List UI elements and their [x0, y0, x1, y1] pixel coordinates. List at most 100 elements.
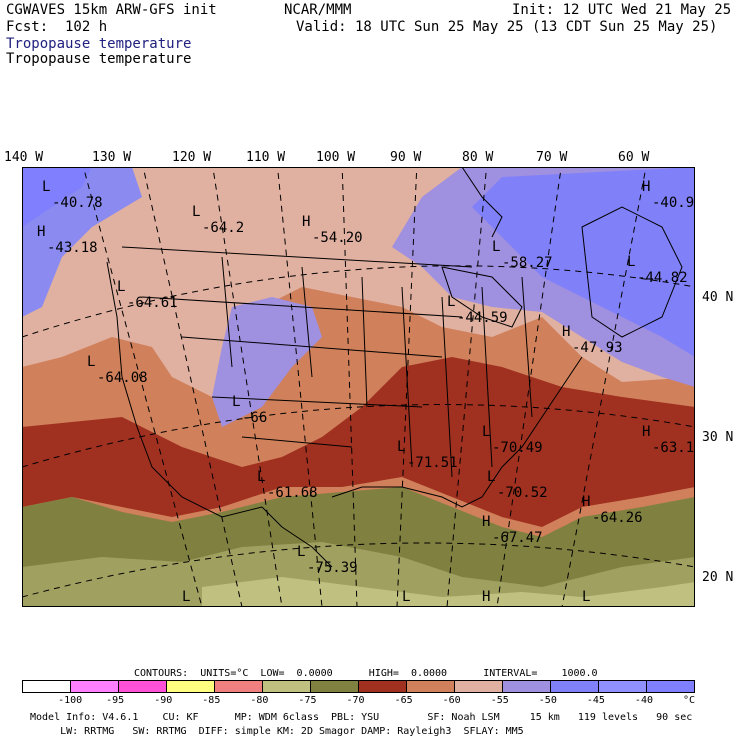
color-bar-tick-label: -90 [154, 695, 173, 706]
high-symbol: H [642, 179, 650, 195]
high-low-labels: L-40.78H-43.18L-64.2 H-54.20L-58.27H-40.9… [37, 179, 695, 607]
color-bar-tick-label: -75 [298, 695, 317, 706]
lon-label-130w: 130 W [92, 150, 132, 165]
model-info-line1: Model Info: V4.6.1 CU: KF MP: WDM 6class… [30, 712, 693, 723]
low-symbol: L [397, 439, 405, 455]
color-bar-cell [71, 681, 119, 692]
extremum-value: -64.2 [202, 220, 244, 236]
org-label: NCAR/MMM [284, 2, 352, 18]
extremum-value: -64.61 [127, 295, 178, 311]
color-bar-tick-label: -55 [490, 695, 509, 706]
color-bar-tick-label: -50 [538, 695, 557, 706]
model-info-line2: LW: RRTMG SW: RRTMG DIFF: simple KM: 2D … [30, 726, 524, 737]
color-bar-cell [311, 681, 359, 692]
high-symbol: H [482, 589, 490, 605]
low-symbol: L [402, 589, 410, 605]
low-symbol: L [482, 424, 490, 440]
color-bar [22, 680, 695, 693]
extremum-value: -75.39 [307, 560, 358, 576]
lon-label-100w: 100 W [316, 150, 356, 165]
lat-label-40n: 40 N [702, 290, 734, 305]
color-bar-cell [407, 681, 455, 692]
color-bar-tick-label: -80 [250, 695, 269, 706]
color-bar-cell [167, 681, 215, 692]
extremum-value: -63.15 [652, 440, 695, 456]
color-bar-cell [359, 681, 407, 692]
color-bar-tick-label: -70 [346, 695, 365, 706]
high-symbol: H [37, 224, 45, 240]
region-minus65 [22, 357, 695, 527]
low-symbol: L [492, 239, 500, 255]
extremum-value: -54.20 [312, 230, 363, 246]
low-symbol: L [117, 279, 125, 295]
high-symbol: H [562, 324, 570, 340]
low-symbol: L [182, 589, 190, 605]
tropopause-temperature-map: L-40.78H-43.18L-64.2 H-54.20L-58.27H-40.9… [22, 167, 695, 607]
extremum-value: -44.82 [637, 270, 688, 286]
color-bar-tick-label: -45 [586, 695, 605, 706]
extremum-value: -70.52 [492, 605, 543, 607]
contours-info: CONTOURS: UNITS=°C LOW= 0.0000 HIGH= 0.0… [134, 668, 598, 679]
field-title-1: Tropopause temperature [6, 36, 192, 52]
lat-label-30n: 30 N [702, 430, 734, 445]
lon-label-90w: 90 W [390, 150, 422, 165]
region-ne-cold [472, 167, 695, 357]
lon-label-120w: 120 W [172, 150, 212, 165]
low-symbol: L [582, 589, 590, 605]
extremum-value: -70.49 [492, 440, 543, 456]
extremum-value: -76.48 [192, 605, 243, 607]
extremum-value: -70.52 [497, 485, 548, 501]
forecast-hour: Fcst: 102 h [6, 19, 108, 35]
region-minus80 [202, 577, 695, 607]
extremum-value: -76.7 [592, 605, 634, 607]
init-time: Init: 12 UTC Wed 21 May 25 [512, 2, 732, 18]
low-symbol: L [627, 254, 635, 270]
extremum-value: -58.27 [502, 255, 553, 271]
low-symbol: L [447, 294, 455, 310]
color-bar-cell [263, 681, 311, 692]
extremum-value: -64.08 [97, 370, 148, 386]
low-symbol: L [42, 179, 50, 195]
map-frame [22, 167, 695, 607]
extremum-value: -61.68 [267, 485, 318, 501]
region-nw-core [22, 167, 92, 227]
low-symbol: L [297, 544, 305, 560]
color-bar-tick-label: -40 [634, 695, 653, 706]
lon-label-70w: 70 W [536, 150, 568, 165]
color-bar-tick-label: °C [683, 695, 696, 706]
color-bar-tick-label: -65 [394, 695, 413, 706]
extremum-value: -66 [242, 410, 267, 426]
color-bar-cell [503, 681, 551, 692]
low-symbol: L [257, 469, 265, 485]
low-symbol: L [87, 354, 95, 370]
field-title-2: Tropopause temperature [6, 51, 192, 67]
lat-label-20n: 20 N [702, 570, 734, 585]
valid-time: Valid: 18 UTC Sun 25 May 25 (13 CDT Sun … [296, 19, 718, 35]
extremum-value: -47.93 [572, 340, 623, 356]
low-symbol: L [232, 394, 240, 410]
extremum-value: -44.59 [457, 310, 508, 326]
color-bar-cell [647, 681, 694, 692]
lon-label-80w: 80 W [462, 150, 494, 165]
color-bar-cell [455, 681, 503, 692]
extremum-value: -43.18 [47, 240, 98, 256]
region-rockies [212, 297, 322, 427]
coastlines [106, 167, 683, 568]
extremum-value: -71.51 [407, 455, 458, 471]
extremum-value: -40.95 [652, 195, 695, 211]
model-title: CGWAVES 15km ARW-GFS init [6, 2, 217, 18]
high-symbol: H [642, 424, 650, 440]
high-symbol: H [482, 514, 490, 530]
lon-label-60w: 60 W [618, 150, 650, 165]
color-bar-cell [23, 681, 71, 692]
high-symbol: H [302, 214, 310, 230]
low-symbol: L [192, 204, 200, 220]
region-minus75 [22, 542, 695, 607]
color-bar-tick-label: -95 [106, 695, 125, 706]
color-bar-cell [119, 681, 167, 692]
high-symbol: H [582, 494, 590, 510]
extremum-value: -67.47 [492, 530, 543, 546]
extremum-value: -64.26 [592, 510, 643, 526]
color-bar-tick-label: -100 [58, 695, 83, 706]
color-bar-cell [599, 681, 647, 692]
